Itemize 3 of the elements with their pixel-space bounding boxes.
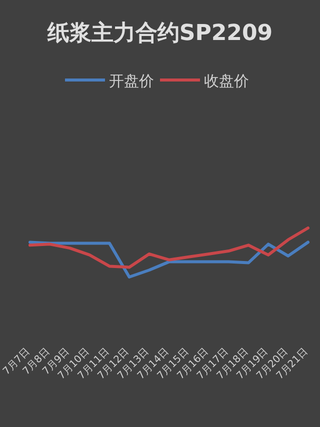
- legend-label: 收盘价: [204, 72, 249, 90]
- legend-label: 开盘价: [109, 72, 154, 90]
- chart-title: 纸浆主力合约SP2209: [46, 20, 273, 46]
